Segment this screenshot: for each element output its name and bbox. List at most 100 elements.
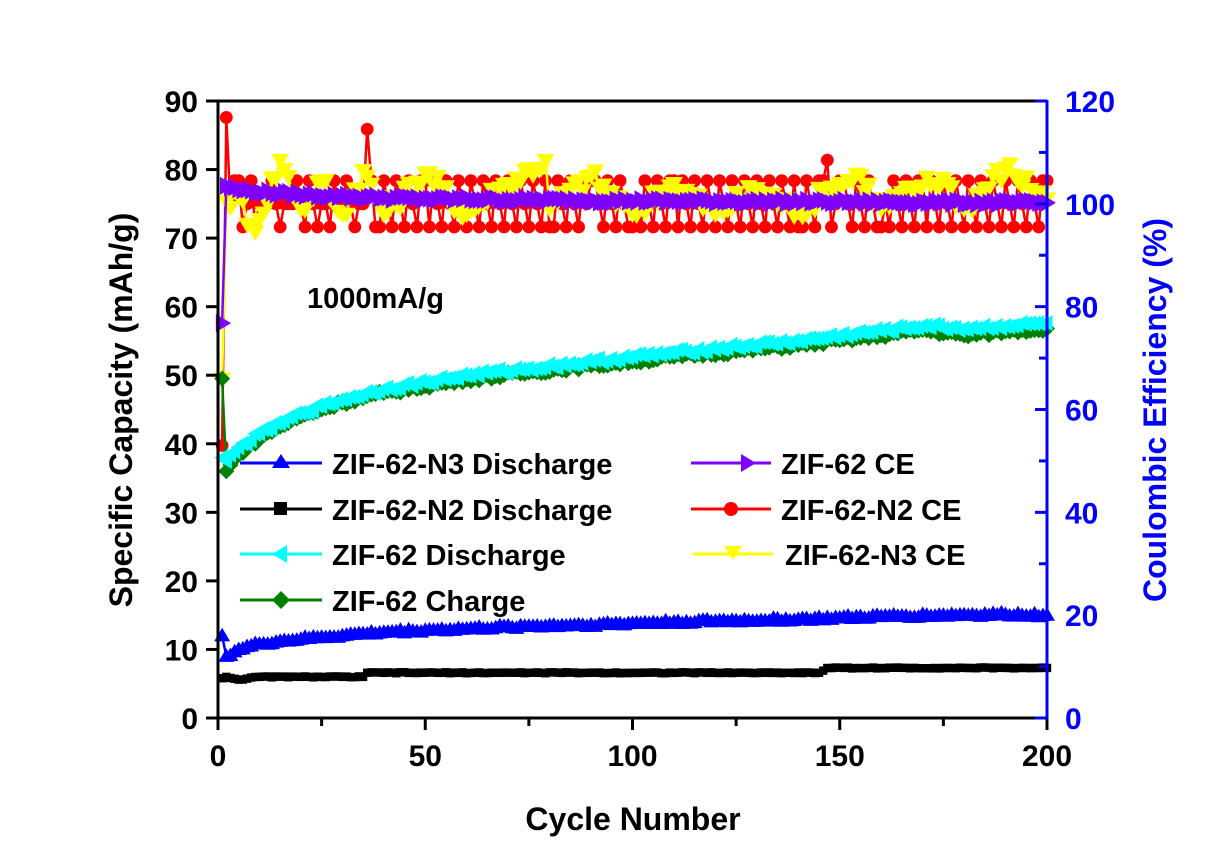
data-point <box>377 174 391 188</box>
y-tick-label: 40 <box>165 429 198 462</box>
data-point <box>428 170 447 186</box>
data-point <box>646 220 660 234</box>
series-zif-62-n3-discharge <box>214 604 1055 662</box>
data-point <box>800 174 813 188</box>
data-point <box>825 220 838 234</box>
data-point <box>472 220 486 234</box>
data-point <box>296 203 315 219</box>
legend-label: ZIF-62 CE <box>781 449 915 481</box>
data-point <box>385 220 399 234</box>
data-point <box>551 174 565 188</box>
y2-tick-label: 20 <box>1065 600 1098 633</box>
legend-item-zif62-n3-discharge: ZIF-62-N3 Discharge <box>240 449 612 481</box>
data-point <box>573 184 592 200</box>
data-point <box>358 169 377 186</box>
data-point <box>907 220 921 234</box>
data-point <box>215 314 232 333</box>
data-point <box>696 220 710 234</box>
data-point <box>337 207 356 224</box>
data-point <box>447 220 461 234</box>
legend-item-zif62-discharge: ZIF-62 Discharge <box>240 540 566 572</box>
y-tick-label: 30 <box>165 497 198 530</box>
data-point <box>787 174 801 188</box>
y-tick-label: 10 <box>165 634 198 667</box>
data-point <box>820 153 834 167</box>
legend-label: ZIF-62-N3 Discharge <box>332 449 612 481</box>
data-point <box>758 220 772 234</box>
series-zif-62-discharge <box>214 314 1053 469</box>
legend-marker-circle <box>724 502 738 516</box>
x-axis-title: Cycle Number <box>525 801 740 837</box>
data-point <box>279 169 298 186</box>
data-point <box>895 220 909 234</box>
data-point <box>246 225 265 242</box>
data-point <box>713 174 726 188</box>
y2-tick-label: 80 <box>1065 292 1098 325</box>
data-point <box>360 122 374 136</box>
data-point <box>420 166 439 182</box>
y2-tick-label: 100 <box>1065 189 1115 222</box>
data-point <box>733 220 747 234</box>
data-point <box>422 220 436 234</box>
data-point <box>586 164 605 180</box>
data-point <box>883 220 896 234</box>
data-point <box>497 220 511 234</box>
data-point <box>373 220 387 234</box>
data-point <box>323 220 337 234</box>
data-point <box>597 220 610 234</box>
data-point <box>613 174 627 188</box>
data-point <box>775 174 789 188</box>
y2-tick-label: 120 <box>1065 86 1115 119</box>
data-point <box>746 220 760 234</box>
data-point <box>503 183 522 200</box>
data-point <box>559 220 573 234</box>
data-point <box>771 220 784 234</box>
data-point <box>452 174 465 188</box>
data-point <box>721 220 735 234</box>
x-tick-label: 100 <box>607 740 657 773</box>
data-point <box>1019 220 1033 234</box>
data-point <box>1007 220 1021 234</box>
data-point <box>970 220 983 234</box>
data-point <box>410 220 424 234</box>
data-point <box>242 218 261 234</box>
data-point <box>932 220 946 234</box>
series-zif-62-n2-discharge <box>217 663 1052 684</box>
data-point <box>378 205 397 221</box>
data-point <box>725 174 739 188</box>
legend-marker-triangle-left <box>272 545 287 563</box>
y-tick-label: 0 <box>181 703 198 736</box>
legend: ZIF-62-N3 Discharge ZIF-62-N2 Discharge … <box>240 449 965 618</box>
data-point <box>485 220 498 234</box>
legend-marker-triangle-right <box>741 454 756 472</box>
y-tick-label: 90 <box>165 86 198 119</box>
data-point <box>762 174 776 188</box>
data-point <box>1017 170 1036 186</box>
data-point <box>920 220 934 234</box>
legend-item-zif62-ce: ZIF-62 CE <box>691 449 915 481</box>
data-point <box>995 220 1008 234</box>
data-point <box>851 169 870 185</box>
y-axis-title: Specific Capacity (mAh/g) <box>103 213 139 608</box>
data-point <box>362 177 381 194</box>
legend-marker-square <box>274 502 287 515</box>
data-point <box>398 220 411 234</box>
x-tick-label: 150 <box>815 740 865 773</box>
data-point <box>572 220 586 234</box>
y2-tick-label: 40 <box>1065 497 1098 530</box>
data-point <box>671 220 685 234</box>
data-point <box>298 220 312 234</box>
data-point <box>992 173 1011 190</box>
data-point <box>349 182 368 199</box>
data-point <box>808 220 822 234</box>
data-point <box>982 220 996 234</box>
data-point <box>1000 157 1019 173</box>
data-point <box>887 174 901 188</box>
data-point <box>979 181 998 197</box>
data-point <box>638 174 652 188</box>
data-point <box>510 220 523 234</box>
data-point <box>290 174 304 188</box>
data-point <box>522 220 536 234</box>
plot-area <box>213 111 1056 684</box>
data-point <box>709 220 722 234</box>
